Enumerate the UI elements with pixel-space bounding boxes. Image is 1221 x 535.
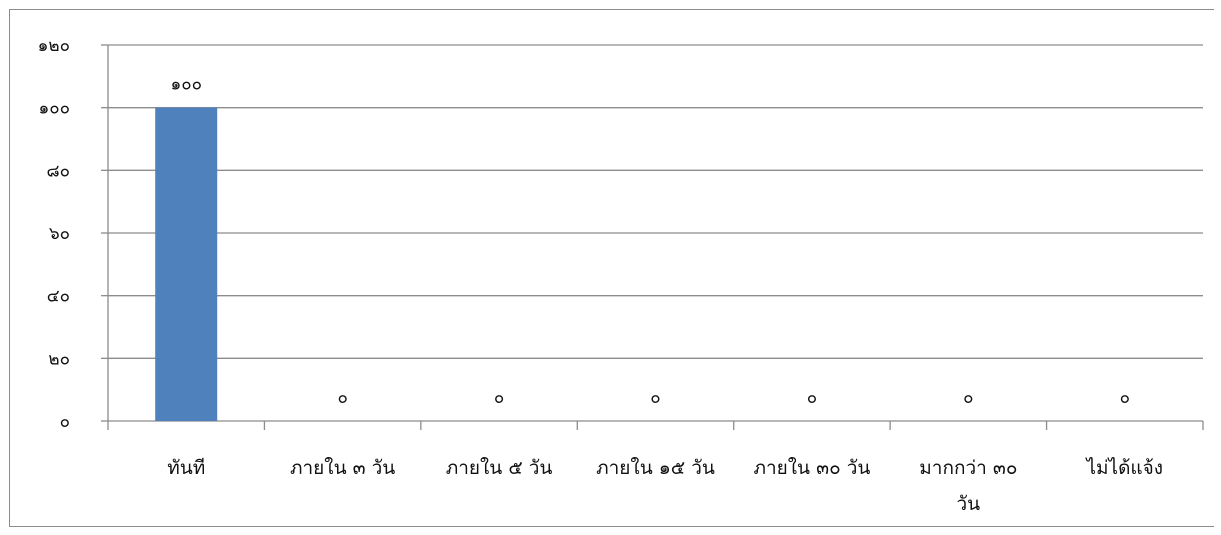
data-label: ๐ <box>963 388 973 408</box>
bar <box>155 107 218 422</box>
data-label: ๐ <box>1120 388 1130 408</box>
x-category-label: ภายใน ๕ วัน <box>446 457 553 479</box>
y-tick-label: ๖๐ <box>49 224 70 244</box>
x-category-label: วัน <box>957 493 981 515</box>
y-tick-label: ๘๐ <box>47 161 71 181</box>
x-category-label: ทันที <box>167 457 205 479</box>
x-category-label: ภายใน ๓๐ วัน <box>753 457 870 479</box>
gridlines <box>108 44 1203 359</box>
axes: ๐ ๒๐ ๔๐ ๖๐ ๘๐ ๑๐๐ ๑๒๐ <box>38 36 1204 432</box>
x-category-label: ไม่ได้แจ้ง <box>1084 457 1163 479</box>
y-tick-label: ๑๒๐ <box>38 36 70 56</box>
y-tick-label: ๐ <box>60 412 70 432</box>
data-label: ๐ <box>807 388 817 408</box>
x-category-label: มากกว่า ๓๐ <box>919 457 1017 479</box>
x-category-label: ภายใน ๓ วัน <box>290 457 395 479</box>
bars <box>155 107 218 422</box>
data-label: ๐ <box>494 388 504 408</box>
x-category-label: ภายใน ๑๕ วัน <box>596 457 715 479</box>
y-tick-label: ๔๐ <box>47 287 70 307</box>
y-tick-label: ๑๐๐ <box>38 99 70 119</box>
y-tick-label: ๒๐ <box>48 349 70 369</box>
data-label: ๐ <box>650 388 660 408</box>
data-label: ๐ <box>337 388 347 408</box>
data-label: ๑๐๐ <box>170 75 202 95</box>
